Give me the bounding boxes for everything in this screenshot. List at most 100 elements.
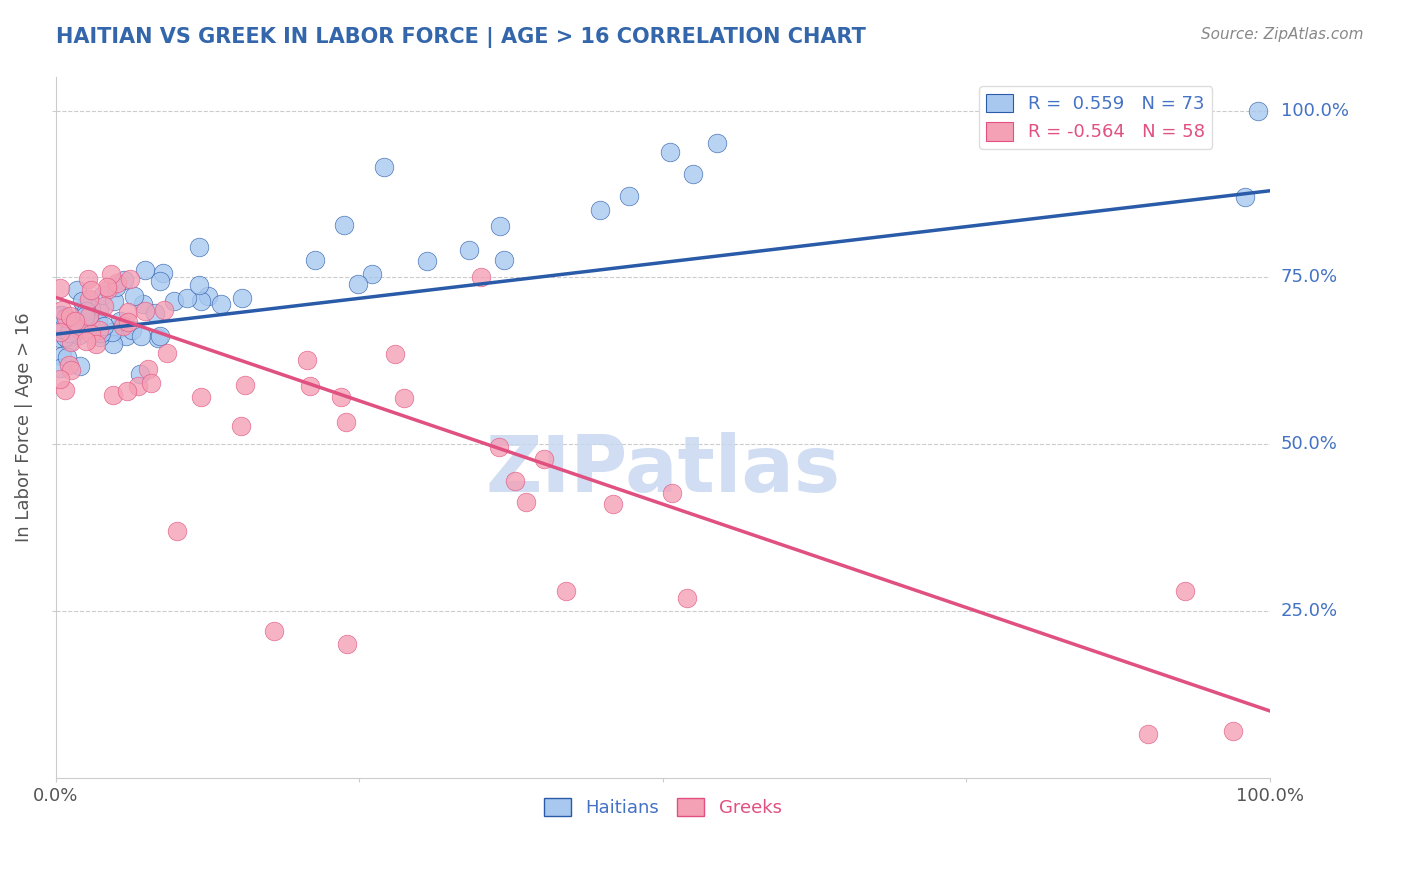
Point	[515, 495, 537, 509]
Point	[80, 327, 103, 342]
Text: 100.0%: 100.0%	[1281, 102, 1348, 120]
Point	[706, 136, 728, 150]
Point	[361, 268, 384, 282]
Point	[392, 391, 415, 405]
Point	[470, 270, 492, 285]
Point	[79, 292, 101, 306]
Point	[108, 314, 131, 328]
Text: 75.0%: 75.0%	[1281, 268, 1339, 286]
Point	[415, 254, 437, 268]
Point	[67, 322, 90, 336]
Point	[617, 189, 640, 203]
Point	[488, 441, 510, 455]
Point	[84, 336, 107, 351]
Point	[58, 326, 80, 340]
Point	[188, 278, 211, 293]
Point	[112, 272, 135, 286]
Text: 50.0%: 50.0%	[1281, 435, 1337, 453]
Point	[103, 293, 125, 308]
Point	[76, 271, 98, 285]
Point	[190, 294, 212, 309]
Point	[93, 319, 115, 334]
Point	[131, 297, 153, 311]
Point	[104, 280, 127, 294]
Point	[134, 262, 156, 277]
Point	[66, 318, 89, 333]
Point	[80, 301, 103, 316]
Point	[56, 312, 79, 326]
Point	[73, 301, 96, 316]
Point	[105, 322, 128, 336]
Point	[117, 305, 139, 319]
Point	[602, 497, 624, 511]
Text: ZIPatlas: ZIPatlas	[485, 432, 841, 508]
Point	[163, 294, 186, 309]
Point	[100, 267, 122, 281]
Point	[1137, 727, 1160, 741]
Point	[75, 309, 97, 323]
Point	[146, 331, 169, 345]
Point	[60, 329, 83, 343]
Point	[121, 323, 143, 337]
Point	[51, 303, 73, 318]
Text: Source: ZipAtlas.com: Source: ZipAtlas.com	[1201, 27, 1364, 42]
Point	[112, 319, 135, 334]
Point	[149, 328, 172, 343]
Point	[1222, 723, 1244, 738]
Point	[79, 283, 101, 297]
Point	[75, 304, 97, 318]
Point	[139, 376, 162, 391]
Point	[70, 293, 93, 308]
Point	[60, 363, 83, 377]
Legend: Haitians, Greeks: Haitians, Greeks	[537, 790, 789, 824]
Point	[190, 390, 212, 404]
Point	[51, 308, 73, 322]
Y-axis label: In Labor Force | Age > 16: In Labor Force | Age > 16	[15, 313, 32, 542]
Point	[52, 317, 75, 331]
Point	[295, 353, 318, 368]
Point	[149, 274, 172, 288]
Point	[231, 291, 253, 305]
Point	[384, 347, 406, 361]
Point	[56, 351, 79, 365]
Point	[66, 284, 89, 298]
Point	[90, 326, 112, 340]
Point	[304, 253, 326, 268]
Point	[48, 308, 70, 322]
Point	[373, 161, 395, 175]
Point	[134, 304, 156, 318]
Point	[60, 334, 83, 349]
Point	[65, 314, 87, 328]
Point	[197, 289, 219, 303]
Point	[263, 624, 285, 638]
Point	[659, 145, 682, 159]
Point	[53, 330, 76, 344]
Point	[101, 388, 124, 402]
Point	[166, 524, 188, 538]
Point	[1246, 103, 1268, 118]
Point	[333, 219, 356, 233]
Point	[120, 271, 142, 285]
Point	[66, 315, 89, 329]
Point	[492, 252, 515, 267]
Point	[1234, 190, 1257, 204]
Point	[115, 329, 138, 343]
Point	[682, 167, 704, 181]
Point	[329, 390, 352, 404]
Point	[89, 301, 111, 316]
Point	[129, 329, 152, 343]
Point	[87, 315, 110, 329]
Point	[58, 358, 80, 372]
Point	[55, 310, 77, 325]
Point	[103, 337, 125, 351]
Point	[1174, 583, 1197, 598]
Point	[488, 219, 510, 233]
Point	[176, 291, 198, 305]
Point	[347, 277, 370, 291]
Point	[69, 359, 91, 373]
Point	[117, 384, 139, 398]
Point	[136, 361, 159, 376]
Point	[554, 583, 576, 598]
Point	[127, 379, 149, 393]
Point	[143, 306, 166, 320]
